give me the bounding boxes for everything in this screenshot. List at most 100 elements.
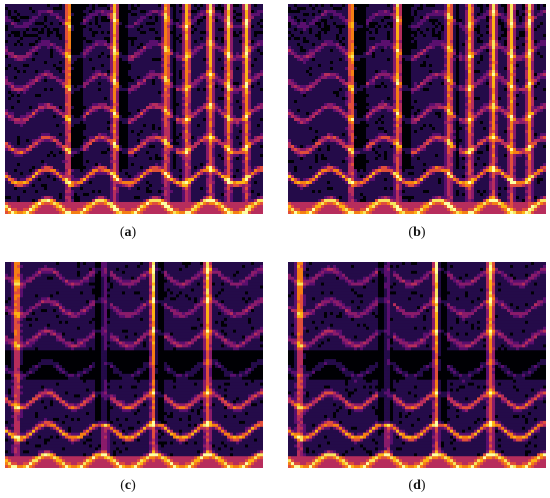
spectrogram-cell: [83, 193, 87, 197]
spectrogram-cell: [191, 112, 195, 116]
spectrogram-cell: [74, 19, 78, 23]
spectrogram-cell: [38, 76, 42, 80]
spectrogram-cell: [161, 25, 165, 29]
spectrogram-cell: [203, 85, 207, 89]
spectrogram-cell: [107, 58, 111, 62]
spectrogram-cell: [71, 28, 75, 32]
spectrogram-cell: [17, 193, 21, 197]
spectrogram-cell: [53, 115, 57, 119]
spectrogram-cell: [17, 103, 21, 107]
spectrogram-cell: [77, 70, 81, 74]
spectrogram-cell: [56, 175, 60, 179]
spectrogram-cell: [131, 49, 135, 53]
spectrogram-cell: [83, 28, 87, 32]
spectrogram-cell: [203, 172, 207, 176]
spectrogram-cell: [59, 187, 63, 191]
spectrogram-cell: [32, 178, 36, 182]
spectrogram-cell: [56, 115, 60, 119]
spectrogram-cell: [89, 151, 93, 155]
spectrogram-cell: [95, 166, 99, 170]
spectrogram-cell: [35, 94, 39, 98]
spectrogram-cell: [134, 199, 138, 203]
spectrogram-cell: [101, 205, 105, 209]
spectrogram-cell: [110, 196, 114, 200]
spectrogram-cell: [188, 85, 192, 89]
spectrogram-cell: [206, 139, 210, 143]
spectrogram-cell: [5, 118, 9, 122]
spectrogram-cell: [197, 79, 201, 83]
spectrogram-cell: [53, 67, 57, 71]
spectrogram-cell: [29, 106, 33, 110]
spectrogram-cell: [155, 190, 159, 194]
spectrogram-cell: [158, 4, 162, 8]
spectrogram-cell: [209, 10, 213, 14]
spectrogram-cell: [35, 19, 39, 23]
spectrogram-cell: [152, 148, 156, 152]
spectrogram-cell: [182, 166, 186, 170]
spectrogram-cell: [164, 109, 168, 113]
spectrogram-cell: [83, 97, 87, 101]
spectrogram-cell: [209, 178, 213, 182]
spectrogram-cell: [20, 58, 24, 62]
spectrogram-cell: [179, 118, 183, 122]
spectrogram-cell: [158, 172, 162, 176]
spectrogram-cell: [137, 67, 141, 71]
spectrogram-cell: [32, 97, 36, 101]
spectrogram-cell: [134, 100, 138, 104]
spectrogram-cell: [119, 124, 123, 128]
spectrogram-cell: [35, 208, 39, 212]
spectrogram-cell: [74, 76, 78, 80]
spectrogram-cell: [182, 139, 186, 143]
spectrogram-cell: [158, 37, 162, 41]
spectrogram-cell: [206, 46, 210, 50]
spectrogram-cell: [182, 7, 186, 11]
spectrogram-cell: [173, 193, 177, 197]
spectrogram-cell: [167, 61, 171, 65]
spectrogram-cell: [125, 103, 129, 107]
spectrogram-cell: [29, 127, 33, 131]
spectrogram-cell: [95, 64, 99, 68]
spectrogram-cell: [152, 70, 156, 74]
spectrogram-cell: [149, 199, 153, 203]
spectrogram-cell: [65, 124, 69, 128]
spectrogram-cell: [194, 58, 198, 62]
spectrogram-cell: [122, 10, 126, 14]
spectrogram-cell: [116, 82, 120, 86]
spectrogram-cell: [143, 181, 147, 185]
spectrogram-cell: [23, 196, 27, 200]
spectrogram-cell: [59, 61, 63, 65]
spectrogram-cell: [20, 205, 24, 209]
spectrogram-cell: [122, 40, 126, 44]
spectrogram-cell: [182, 115, 186, 119]
spectrogram-cell: [197, 16, 201, 20]
spectrogram-cell: [206, 127, 210, 131]
spectrogram-cell: [182, 100, 186, 104]
spectrogram-cell: [44, 97, 48, 101]
spectrogram-cell: [110, 148, 114, 152]
spectrogram-cell: [128, 184, 132, 188]
spectrogram-cell: [176, 91, 180, 95]
spectrogram-cell: [164, 187, 168, 191]
spectrogram-cell: [119, 136, 123, 140]
spectrogram-cell: [152, 115, 156, 119]
spectrogram-cell: [167, 115, 171, 119]
spectrogram-cell: [110, 163, 114, 167]
spectrogram-cell: [137, 154, 141, 158]
spectrogram-cell: [77, 103, 81, 107]
spectrogram-cell: [95, 163, 99, 167]
spectrogram-cell: [185, 100, 189, 104]
spectrogram-cell: [161, 100, 165, 104]
spectrogram-cell: [59, 142, 63, 146]
spectrogram-cell: [98, 100, 102, 104]
spectrogram-cell: [92, 199, 96, 203]
spectrogram-cell: [164, 160, 168, 164]
spectrogram-cell: [89, 103, 93, 107]
spectrogram-cell: [5, 58, 9, 62]
spectrogram-cell: [155, 70, 159, 74]
spectrogram-cell: [44, 40, 48, 44]
spectrogram-cell: [206, 136, 210, 140]
spectrogram-cell: [188, 25, 192, 29]
spectrogram-cell: [35, 145, 39, 149]
spectrogram-cell: [188, 19, 192, 23]
spectrogram-cell: [44, 13, 48, 17]
